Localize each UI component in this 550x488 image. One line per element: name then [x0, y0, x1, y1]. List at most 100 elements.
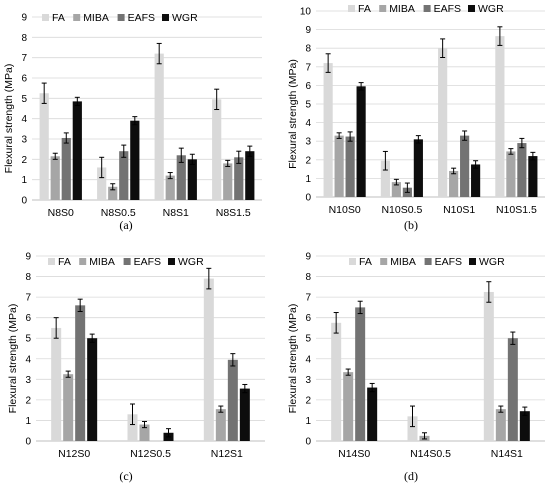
x-category-label: N14S0.5 — [410, 448, 451, 460]
error-bar — [325, 53, 331, 73]
legend-swatch-fa — [48, 258, 55, 265]
bar-eafs-n14s0 — [355, 307, 366, 441]
y-tick-label: 8 — [25, 272, 31, 283]
bar-fa-n12s0 — [51, 327, 62, 441]
legend: FA MIBA EAFS WGR — [349, 256, 505, 268]
y-tick-label: 6 — [21, 74, 27, 85]
error-bar — [247, 145, 253, 157]
bar-miba-n10s0-5 — [391, 182, 401, 197]
y-tick-label: 2 — [21, 155, 27, 166]
y-tick-label: 3 — [21, 135, 27, 146]
legend-label-wgr: WGR — [172, 12, 198, 24]
legend-swatch-wgr — [162, 14, 169, 21]
bar-miba-n14s1 — [495, 409, 506, 441]
chart-panel-c: 0 1 2 3 4 5 6 7 8 9 Flexural strength (MPa) N12S0 N1… — [7, 252, 265, 483]
error-bar — [132, 116, 138, 126]
bar-miba-n8s0 — [50, 156, 60, 200]
error-bar — [130, 403, 135, 426]
legend-label-fa: FA — [358, 3, 371, 15]
bar-miba-n8s1-5 — [223, 163, 233, 200]
legend: FA MIBA EAFS WGR — [48, 256, 204, 268]
legend-swatch-miba — [380, 258, 388, 265]
x-category-label: N8S0 — [48, 207, 74, 219]
error-bar — [345, 368, 351, 376]
chart-panel-d: 0 1 2 3 4 5 6 7 8 9 Flexural strength (MPa) N14S0 N1… — [287, 252, 545, 483]
error-bar — [422, 432, 427, 440]
error-bar — [65, 370, 71, 378]
bar-eafs-n8s0 — [61, 137, 71, 200]
y-tick-label: 10 — [300, 7, 312, 18]
bar-wgr-n10s1-5 — [528, 156, 538, 197]
error-bar — [156, 42, 162, 65]
legend-swatch-wgr — [168, 258, 175, 265]
error-bar — [347, 131, 353, 142]
legend-swatch-miba — [379, 5, 387, 12]
bar-wgr-n10s0 — [356, 86, 366, 197]
error-bar — [358, 82, 364, 91]
bar-fa-n12s0-5 — [127, 414, 138, 441]
bar-eafs-n14s1 — [507, 338, 518, 441]
error-bar — [369, 382, 375, 393]
error-bar — [52, 152, 58, 160]
y-tick-label: 1 — [305, 416, 311, 427]
error-bar — [530, 151, 536, 161]
bar-miba-n14s0 — [343, 372, 354, 441]
y-tick-label: 2 — [305, 395, 311, 406]
y-tick-label: 5 — [21, 94, 27, 105]
bar-fa-n8s0-5 — [97, 167, 107, 200]
legend-swatch-eafs — [424, 258, 432, 265]
error-bar — [451, 167, 457, 175]
y-tick-label: 8 — [305, 272, 311, 283]
legend-swatch-eafs — [423, 5, 431, 12]
y-tick-label: 9 — [21, 13, 27, 24]
bar-eafs-n12s0 — [75, 305, 86, 441]
error-bar — [382, 150, 388, 171]
y-tick-label: 9 — [25, 252, 31, 263]
bar-wgr-n10s0-5 — [413, 139, 423, 197]
y-axis-label: Flexural strength (MPa) — [287, 304, 299, 414]
error-bar — [242, 383, 248, 394]
bar-fa-n10s0 — [323, 63, 333, 197]
error-bar — [497, 26, 503, 46]
y-tick-label: 4 — [305, 354, 311, 365]
error-bar — [440, 38, 446, 58]
legend-label-fa: FA — [359, 256, 372, 268]
y-tick-label: 8 — [305, 44, 311, 55]
legend-label-fa: FA — [52, 12, 65, 24]
error-bar — [508, 148, 514, 155]
y-tick-label: 2 — [25, 395, 31, 406]
bar-fa-n12s1 — [203, 278, 214, 441]
legend: FA MIBA EAFS WGR — [348, 3, 504, 15]
bar-eafs-n10s1-5 — [517, 143, 527, 197]
y-tick-label: 1 — [21, 175, 27, 186]
y-axis-label: Flexural strength (MPa) — [7, 304, 19, 414]
error-bar — [77, 298, 83, 312]
x-category-label: N8S1.5 — [216, 207, 251, 219]
legend-swatch-fa — [42, 14, 49, 21]
error-bar — [189, 153, 195, 165]
x-category-label: N8S1 — [163, 207, 189, 219]
y-tick-label: 2 — [305, 155, 311, 166]
x-category-label: N12S0 — [58, 448, 90, 460]
y-tick-label: 7 — [25, 293, 31, 304]
panel-label: (c) — [119, 469, 132, 483]
legend-swatch-eafs — [117, 14, 125, 21]
bar-miba-n12s1 — [215, 409, 226, 441]
error-bar — [333, 312, 339, 334]
bar-fa-n10s0-5 — [380, 160, 390, 197]
y-tick-label: 4 — [21, 114, 27, 125]
error-bar — [167, 172, 173, 180]
legend-label-miba: MIBA — [89, 256, 115, 268]
y-tick-label: 1 — [305, 174, 311, 185]
bar-eafs-n10s0 — [345, 136, 355, 197]
legend-label-fa: FA — [58, 256, 71, 268]
y-axis-label: Flexural strength (MPa) — [3, 64, 15, 174]
legend-swatch-miba — [79, 258, 87, 265]
x-category-label: N14S1 — [491, 448, 523, 460]
error-bar — [121, 144, 127, 158]
bar-fa-n10s1 — [438, 48, 448, 198]
error-bar — [89, 333, 95, 343]
error-bar — [336, 132, 342, 139]
bar-miba-n8s1 — [165, 175, 175, 200]
panel-label: (d) — [404, 469, 418, 483]
